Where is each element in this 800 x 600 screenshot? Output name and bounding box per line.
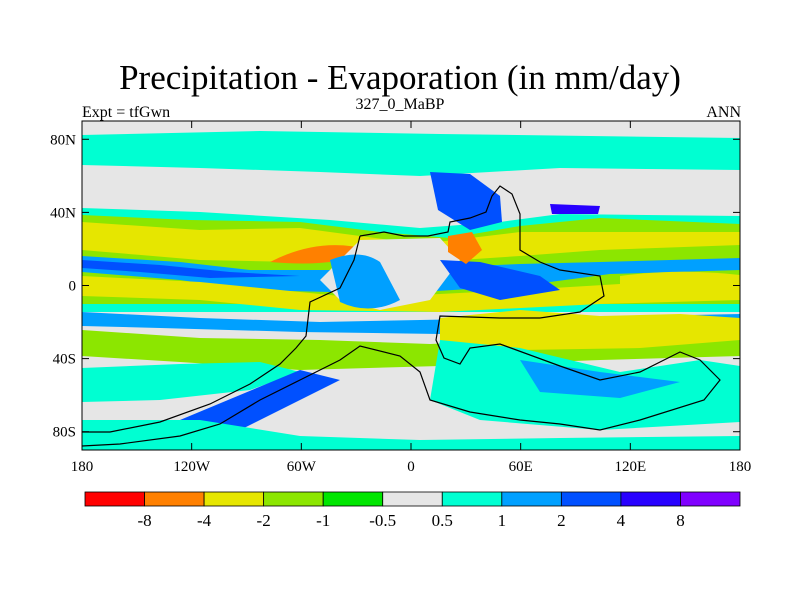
colorbar-swatch — [382, 491, 443, 507]
east-continent-moist — [440, 260, 560, 300]
north-continent-moist — [430, 172, 502, 230]
y-tick-label: 80N — [50, 132, 76, 148]
colorbar-swatch — [144, 491, 205, 507]
itcz-core — [82, 260, 300, 278]
colorbar-swatch — [680, 491, 741, 507]
x-tick-label: 120E — [614, 459, 646, 475]
colorbar-label: -2 — [257, 511, 271, 530]
colorbar-label: -1 — [316, 511, 330, 530]
sh-dry-core — [440, 310, 740, 350]
x-tick-label: 180 — [729, 459, 752, 475]
continent-outline — [82, 185, 721, 447]
colorbar-swatch — [322, 491, 384, 507]
north-east-moist — [550, 204, 600, 214]
west-coast-outline — [82, 235, 361, 433]
colorbar-label: -4 — [197, 511, 212, 530]
x-tick-label: 120W — [173, 459, 211, 475]
east-dry-zone — [620, 271, 740, 297]
chart-title: Precipitation - Evaporation (in mm/day) — [119, 58, 681, 97]
x-tick-label: 0 — [407, 459, 415, 475]
colorbar-label: -0.5 — [369, 511, 396, 530]
season-label: ANN — [706, 104, 741, 121]
northern-moist-band — [82, 131, 740, 176]
precipitation-evaporation-map — [82, 121, 740, 450]
equatorial-dry-band — [82, 276, 740, 312]
colorbar-swatch — [84, 491, 145, 507]
colorbar-label: 0.5 — [432, 511, 453, 530]
colorbar-swatch — [203, 491, 265, 507]
y-tick-label: 0 — [69, 279, 77, 295]
x-tick-label: 60E — [509, 459, 533, 475]
north-arid-patch — [448, 232, 482, 264]
southern-polar-band — [82, 420, 740, 450]
colorbar-label: 2 — [557, 511, 566, 530]
experiment-label: Expt = tfGwn — [82, 104, 171, 121]
continent-moist-patch — [330, 254, 400, 309]
x-tick-label: 60W — [287, 459, 317, 475]
colorbar-swatch — [620, 491, 681, 507]
colorbar: -8 -4 -2 -1 -0.5 0.5 1 2 4 8 — [84, 491, 741, 530]
y-axis: 80N 40N 0 40S 80S — [50, 132, 740, 441]
y-tick-label: 40N — [50, 205, 76, 221]
sh-storm-track-west — [82, 362, 300, 402]
colorbar-swatch — [263, 491, 324, 507]
nh-dry-zone — [82, 222, 740, 262]
colorbar-swatch — [560, 491, 622, 507]
sh-moist-patch — [520, 360, 680, 398]
colorbar-label: 8 — [676, 511, 685, 530]
colorbar-swatch — [501, 491, 562, 507]
x-tick-label: 180 — [71, 459, 94, 475]
chart-subtitle: 327_0_MaBP — [355, 96, 445, 113]
colorbar-label: 1 — [498, 511, 507, 530]
colorbar-swatch — [441, 491, 503, 507]
colorbar-label: -8 — [137, 511, 151, 530]
x-axis: 180 120W 60W 0 60E 120E 180 — [71, 121, 752, 475]
colorbar-label: 4 — [617, 511, 626, 530]
y-tick-label: 80S — [53, 425, 76, 441]
y-tick-label: 40S — [53, 352, 76, 368]
